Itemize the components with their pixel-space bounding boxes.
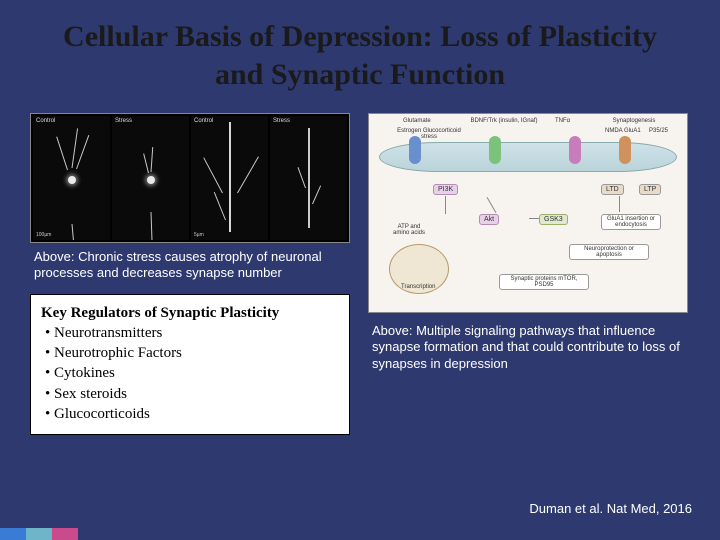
- pathway-label-bdnf: BDNF/Trk (insulin, IGnaf): [469, 118, 539, 124]
- slide-title: Cellular Basis of Depression: Loss of Pl…: [0, 0, 720, 103]
- content-area: Control 100µm Stress Control: [0, 103, 720, 435]
- list-item: Neurotransmitters: [45, 323, 339, 343]
- node-neuroprotection: Neuroprotection or apoptosis: [569, 244, 649, 260]
- left-figure-caption: Above: Chronic stress causes atrophy of …: [34, 249, 346, 282]
- neuron-panel-stress-1: Stress: [112, 116, 189, 240]
- pathway-label-glutamate: Glutamate: [403, 118, 431, 124]
- key-box-title: Key Regulators of Synaptic Plasticity: [41, 303, 339, 323]
- right-column: Glutamate BDNF/Trk (insulin, IGnaf) TNFα…: [368, 113, 688, 435]
- node-pi3k: PI3K: [433, 184, 458, 195]
- scale-label: 100µm: [36, 232, 51, 238]
- list-item: Sex steroids: [45, 384, 339, 404]
- list-item: Glucocorticoids: [45, 404, 339, 424]
- scale-label: 5µm: [194, 232, 204, 238]
- citation-text: Duman et al. Nat Med, 2016: [529, 501, 692, 516]
- node-ltd: LTD: [601, 184, 624, 195]
- label-atp: ATP and amino acids: [389, 224, 429, 236]
- receptor-icon: [619, 136, 631, 164]
- panel-label: Control: [36, 118, 55, 124]
- neuron-micrograph-figure: Control 100µm Stress Control: [30, 113, 350, 243]
- key-box-list: Neurotransmitters Neurotrophic Factors C…: [41, 323, 339, 424]
- node-ltp: LTP: [639, 184, 661, 195]
- node-synaptic-proteins: Synaptic proteins mTOR, PSD95: [499, 274, 589, 290]
- pathway-label-p35: P35/25: [649, 128, 668, 134]
- signaling-pathway-figure: Glutamate BDNF/Trk (insulin, IGnaf) TNFα…: [368, 113, 688, 313]
- right-figure-caption: Above: Multiple signaling pathways that …: [372, 323, 684, 372]
- pathway-label-ligands: Estrogen Glucocorticoid stress: [389, 128, 469, 140]
- neuron-panel-control-1: Control 100µm: [33, 116, 110, 240]
- node-akt: Akt: [479, 214, 499, 225]
- node-gsk3: GSK3: [539, 214, 568, 225]
- neuron-panel-control-2: Control 5µm: [191, 116, 268, 240]
- pathway-label-tnf: TNFα: [555, 118, 570, 124]
- panel-label: Stress: [273, 118, 290, 124]
- list-item: Cytokines: [45, 363, 339, 383]
- receptor-icon: [489, 136, 501, 164]
- footer-accent-stripe: [0, 528, 78, 540]
- receptor-icon: [569, 136, 581, 164]
- list-item: Neurotrophic Factors: [45, 343, 339, 363]
- node-transcription: Transcription: [401, 284, 435, 290]
- cell-membrane: [379, 142, 677, 172]
- pathway-label-synapto: Synaptogenesis: [599, 118, 669, 124]
- pathway-label-nmda: NMDA GluA1: [605, 128, 641, 134]
- receptor-icon: [409, 136, 421, 164]
- key-regulators-box: Key Regulators of Synaptic Plasticity Ne…: [30, 294, 350, 436]
- left-column: Control 100µm Stress Control: [30, 113, 350, 435]
- node-glua: GluA1 insertion or endocytosis: [601, 214, 661, 230]
- neuron-panel-stress-2: Stress: [270, 116, 347, 240]
- panel-label: Stress: [115, 118, 132, 124]
- panel-label: Control: [194, 118, 213, 124]
